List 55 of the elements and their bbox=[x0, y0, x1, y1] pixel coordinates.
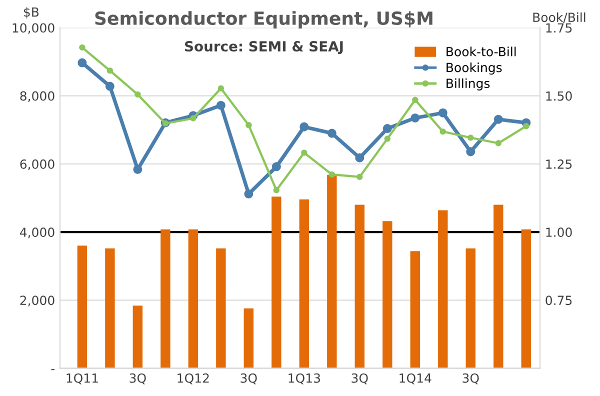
point bbox=[495, 140, 502, 146]
point bbox=[218, 85, 224, 92]
text: Source: SEMI & SEAJ bbox=[185, 41, 343, 54]
point bbox=[134, 91, 141, 98]
point bbox=[106, 68, 114, 74]
point bbox=[410, 113, 420, 122]
x-tick-label: 1Q14 bbox=[400, 373, 432, 384]
point bbox=[384, 136, 391, 142]
point bbox=[79, 44, 86, 51]
y-tick-label: 4,000 bbox=[20, 228, 54, 238]
x-tick-label: 1Q11 bbox=[66, 373, 98, 384]
y2-tick-label: 1.00 bbox=[546, 228, 572, 237]
point bbox=[246, 122, 252, 128]
point bbox=[440, 128, 446, 135]
point bbox=[356, 174, 363, 180]
x-tick-label: 3Q bbox=[462, 373, 479, 384]
point bbox=[105, 82, 114, 91]
chart-title: Semiconductor Equipment, US$M bbox=[95, 11, 432, 29]
point bbox=[523, 123, 530, 130]
y2-axis-title: Book/Bill bbox=[533, 12, 586, 24]
point bbox=[328, 171, 336, 178]
y2-tick-label: 1.50 bbox=[546, 91, 572, 101]
legend-label: Billings bbox=[446, 78, 490, 90]
point bbox=[300, 122, 309, 132]
y-tick-label: 2,000 bbox=[20, 296, 54, 306]
point bbox=[216, 100, 226, 110]
point bbox=[272, 162, 281, 172]
point bbox=[244, 189, 254, 198]
point bbox=[327, 128, 336, 138]
y-tick-label: 8,000 bbox=[20, 91, 54, 102]
point bbox=[190, 115, 196, 122]
y-tick-label: 6,000 bbox=[20, 159, 54, 170]
x-tick-label: 3Q bbox=[240, 373, 257, 384]
x-tick-label: 3Q bbox=[352, 373, 368, 384]
y2-tick-label: 1.75 bbox=[546, 23, 572, 33]
point bbox=[78, 58, 87, 68]
x-tick-label: 1Q13 bbox=[288, 373, 320, 384]
point bbox=[468, 134, 474, 141]
y-tick-label: - bbox=[51, 369, 55, 370]
x-tick-label: 1Q12 bbox=[178, 373, 209, 384]
point bbox=[355, 153, 364, 162]
point bbox=[273, 187, 280, 194]
point bbox=[382, 124, 392, 134]
y-axis-title: $B bbox=[24, 7, 39, 18]
x-tick-label: 3Q bbox=[130, 373, 146, 384]
point bbox=[412, 96, 418, 104]
legend-label: Book-to-Bill bbox=[446, 46, 516, 56]
point bbox=[466, 147, 476, 156]
y2-tick-label: 1.25 bbox=[546, 159, 572, 169]
point bbox=[438, 108, 448, 118]
y2-tick-label: 0.75 bbox=[546, 296, 572, 306]
y-tick-label: 10,000 bbox=[12, 23, 54, 34]
legend-label: Bookings bbox=[446, 62, 502, 75]
point bbox=[494, 114, 503, 124]
point bbox=[301, 150, 308, 156]
